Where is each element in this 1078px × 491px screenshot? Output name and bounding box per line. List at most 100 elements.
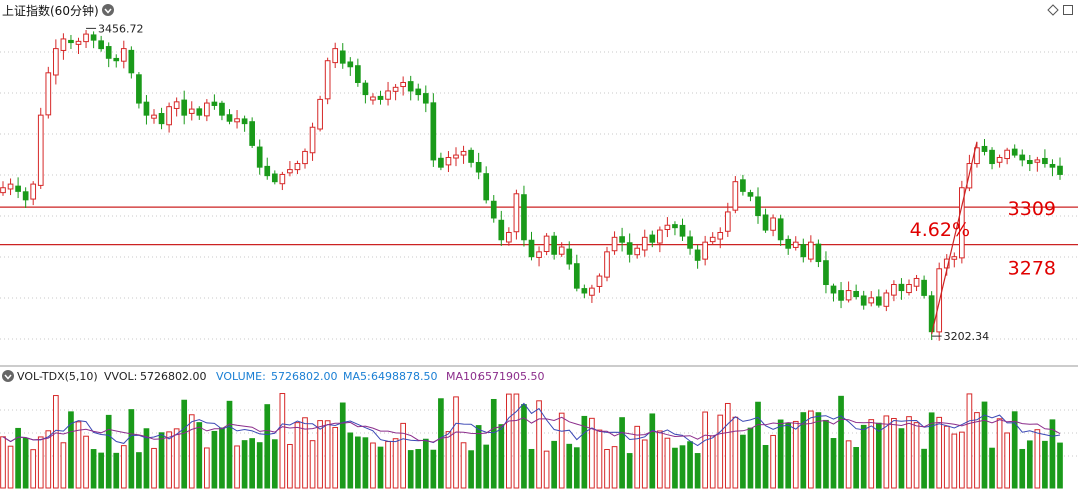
candle — [898, 278, 905, 300]
candles — [0, 29, 1063, 341]
candle — [838, 282, 844, 309]
volume-bar — [302, 417, 308, 489]
candle — [709, 232, 716, 245]
volume-bar — [1011, 411, 1018, 489]
candle — [641, 229, 648, 257]
candle — [921, 275, 927, 299]
volume-bar — [936, 416, 943, 489]
low-label: 3202.34 — [944, 330, 990, 343]
diamond-icon[interactable] — [1047, 4, 1059, 16]
volume-bar — [732, 416, 739, 489]
volume-bar — [770, 434, 776, 489]
volume-bar — [558, 412, 565, 489]
candle — [15, 177, 21, 199]
volume-bar — [53, 395, 59, 489]
candle — [45, 66, 52, 119]
volume-bar — [226, 400, 233, 489]
horizontal-levels: 3309 3278 — [0, 198, 1078, 280]
candle — [868, 291, 875, 307]
candle — [777, 214, 784, 246]
volume-bar — [211, 430, 218, 489]
volume-bar — [875, 422, 882, 489]
candle — [188, 101, 195, 121]
volume-bar — [777, 419, 784, 489]
volume-bar — [392, 438, 399, 489]
candle — [498, 210, 505, 246]
volume-bar — [83, 435, 89, 489]
volume-bar — [30, 449, 37, 489]
volume-bar — [1042, 440, 1048, 489]
candle — [279, 171, 286, 191]
candle — [445, 151, 452, 173]
candle — [845, 281, 852, 303]
candle — [664, 217, 671, 238]
volume-bar — [339, 402, 346, 489]
volume-bar — [98, 452, 104, 489]
candle — [747, 189, 754, 202]
candle — [204, 99, 210, 122]
candle — [302, 148, 308, 169]
volume-bar — [853, 447, 859, 489]
volume-bar — [868, 419, 875, 489]
candle — [679, 218, 686, 241]
volume-bar — [785, 422, 792, 489]
volume-bar — [762, 444, 769, 489]
volume-bar — [75, 421, 82, 489]
candle — [830, 283, 837, 302]
candle — [453, 147, 459, 167]
candle — [113, 54, 120, 68]
candle — [490, 195, 497, 223]
volume-bar — [649, 413, 656, 489]
volume-bar — [166, 431, 172, 489]
volume-bar — [415, 449, 422, 489]
volume-bar — [830, 438, 837, 489]
volume-bar — [151, 447, 157, 489]
volume-bar — [596, 429, 603, 489]
candle — [551, 231, 557, 260]
volume-bar — [105, 414, 112, 489]
volume-bar — [860, 424, 867, 489]
volume-dropdown-icon[interactable] — [2, 370, 14, 382]
ma10-line — [2, 416, 1061, 443]
candle — [385, 81, 391, 106]
volume-bar — [664, 437, 671, 489]
volume-bar — [158, 432, 165, 489]
volume-bar — [906, 416, 912, 489]
candle — [634, 245, 641, 259]
candle — [724, 202, 731, 237]
candle — [717, 227, 724, 249]
annotations: 3456.72 3202.34 4.62% — [86, 22, 989, 343]
candle — [823, 251, 829, 294]
candle — [883, 289, 890, 312]
candle — [589, 284, 595, 303]
volume-bar — [1057, 442, 1063, 489]
volume-bar — [687, 441, 693, 489]
candle — [166, 102, 172, 133]
volume-bar — [498, 424, 505, 489]
candle — [339, 43, 346, 69]
volume-bar — [37, 436, 44, 489]
volume-bar — [90, 449, 97, 489]
volume-bar — [943, 425, 950, 489]
candle — [853, 284, 859, 300]
volume-bar — [589, 417, 595, 489]
volume-bar — [256, 442, 263, 489]
candle — [30, 181, 37, 206]
volume-bar — [974, 412, 980, 489]
volume-bar — [573, 447, 580, 489]
candle — [981, 139, 988, 156]
volume-bar — [60, 442, 67, 489]
candle — [694, 244, 701, 269]
volume-bar — [966, 393, 973, 489]
square-icon[interactable] — [1063, 5, 1073, 15]
volume-bar — [800, 412, 807, 489]
candle — [619, 227, 625, 252]
volume-bar — [294, 422, 301, 489]
volume-bar — [234, 445, 240, 489]
candle — [468, 147, 474, 168]
candle — [581, 284, 588, 299]
candle — [105, 42, 112, 68]
chevron-down-icon[interactable] — [102, 4, 114, 16]
